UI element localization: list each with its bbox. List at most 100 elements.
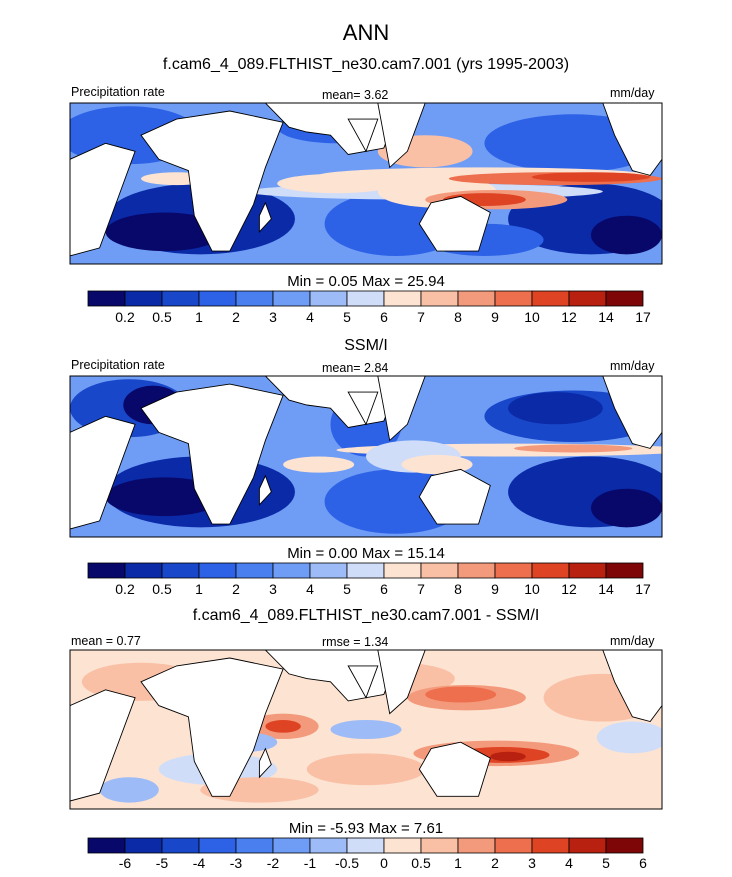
panel-3-minmax: Min = -5.93 Max = 7.61 bbox=[288, 820, 444, 837]
colorbar-tick-label: 1 bbox=[454, 855, 462, 871]
landmass bbox=[418, 195, 491, 252]
field-contour bbox=[283, 456, 355, 473]
colorbar-swatch bbox=[161, 837, 200, 854]
colorbar-tick-label: -2 bbox=[266, 855, 280, 871]
colorbar-swatch bbox=[494, 837, 533, 854]
colorbar-swatch bbox=[383, 290, 422, 307]
panel-1-heading: f.cam6_4_089.FLTHIST_ne30.cam7.001 (yrs … bbox=[162, 56, 570, 73]
colorbar-swatch bbox=[235, 290, 274, 307]
colorbar-tick-label: 10 bbox=[524, 581, 540, 597]
colorbar-tick-label: 17 bbox=[635, 309, 651, 325]
colorbar-swatch bbox=[235, 837, 274, 854]
colorbar-swatch bbox=[494, 562, 533, 579]
field-contour bbox=[590, 215, 662, 255]
landmass bbox=[418, 741, 491, 797]
field-contour bbox=[531, 172, 651, 182]
map-field-2 bbox=[70, 376, 662, 537]
colorbar-tick-label: 14 bbox=[598, 309, 614, 325]
colorbar-tick-label: -1 bbox=[303, 855, 317, 871]
landmass bbox=[602, 376, 662, 449]
colorbar-tick-label: 5 bbox=[602, 855, 610, 871]
colorbar-tick-label: 0.5 bbox=[411, 855, 431, 871]
colorbar-swatch bbox=[124, 837, 163, 854]
field-contour bbox=[590, 488, 662, 528]
colorbar-swatch bbox=[198, 837, 237, 854]
colorbar-swatch bbox=[568, 562, 607, 579]
colorbar-tick-label: 8 bbox=[454, 581, 462, 597]
colorbar-swatch bbox=[235, 562, 274, 579]
colorbar-tick-label: -0.5 bbox=[334, 855, 360, 871]
colorbar-swatch bbox=[309, 290, 348, 307]
map-frame-3 bbox=[69, 649, 663, 810]
colorbar-tick-label: 12 bbox=[561, 581, 577, 597]
colorbar-tick-label: 9 bbox=[491, 581, 499, 597]
colorbar-tick-label: 10 bbox=[524, 309, 540, 325]
panel-2-mean: mean= 2.84 bbox=[322, 361, 389, 375]
colorbar-tick-label: 4 bbox=[565, 855, 573, 871]
panel-2-heading: SSM/I bbox=[344, 337, 388, 354]
landmass bbox=[347, 665, 379, 699]
map-panel-2 bbox=[69, 375, 663, 538]
colorbar-swatch bbox=[605, 290, 644, 307]
colorbar-swatch bbox=[87, 562, 126, 579]
colorbar-swatch bbox=[457, 562, 496, 579]
colorbar-swatch bbox=[457, 837, 496, 854]
colorbar-tick-label: 5 bbox=[343, 309, 351, 325]
colorbar-tick-label: -4 bbox=[192, 855, 206, 871]
colorbar-swatch bbox=[494, 290, 533, 307]
colorbar-swatch bbox=[457, 290, 496, 307]
panel-1-units: mm/day bbox=[610, 86, 655, 100]
colorbar-tick-label: 7 bbox=[417, 309, 425, 325]
landmass bbox=[602, 103, 662, 176]
field-contour bbox=[265, 719, 301, 733]
colorbar-tick-label: 14 bbox=[598, 581, 614, 597]
panel-1-minmax: Min = 0.05 Max = 25.94 bbox=[287, 273, 445, 290]
colorbar-tick-label: 3 bbox=[269, 581, 277, 597]
colorbar-tick-label: 3 bbox=[528, 855, 536, 871]
field-contour bbox=[277, 173, 396, 194]
colorbar-tick-label: 1 bbox=[195, 309, 203, 325]
colorbar-swatch bbox=[161, 562, 200, 579]
colorbar-tick-label: 4 bbox=[306, 309, 314, 325]
colorbar-swatch bbox=[198, 290, 237, 307]
colorbar-swatch bbox=[87, 290, 126, 307]
colorbar-swatch bbox=[383, 837, 422, 854]
colorbar-swatch bbox=[272, 837, 311, 854]
landmass bbox=[377, 376, 426, 442]
colorbar-tick-label: 6 bbox=[380, 581, 388, 597]
colorbar-swatch bbox=[346, 562, 385, 579]
colorbar-swatch bbox=[420, 562, 459, 579]
panel-2-units: mm/day bbox=[610, 359, 655, 373]
field-contour bbox=[306, 753, 426, 786]
landmass bbox=[602, 650, 662, 723]
panel-3-mean: mean = 0.77 bbox=[71, 634, 141, 648]
colorbar-tick-label: -5 bbox=[155, 855, 169, 871]
panel-2-left-label: Precipitation rate bbox=[71, 358, 165, 372]
colorbar-swatch bbox=[309, 562, 348, 579]
field-contour bbox=[425, 686, 497, 703]
colorbar-tick-label: 12 bbox=[561, 309, 577, 325]
colorbar-3 bbox=[87, 837, 644, 854]
field-contour bbox=[99, 777, 159, 803]
colorbar-swatch bbox=[346, 837, 385, 854]
colorbar-swatch bbox=[531, 290, 570, 307]
field-contour bbox=[105, 212, 224, 252]
colorbar-tick-label: 0.5 bbox=[152, 581, 172, 597]
figure-title: ANN bbox=[342, 20, 390, 45]
landmass bbox=[70, 689, 136, 802]
colorbar-tick-label: 6 bbox=[639, 855, 647, 871]
colorbar-swatch bbox=[272, 562, 311, 579]
colorbar-swatch bbox=[420, 290, 459, 307]
landmass bbox=[347, 118, 379, 153]
colorbar-tick-label: 8 bbox=[454, 309, 462, 325]
colorbar-tick-label: 5 bbox=[343, 581, 351, 597]
colorbar-swatch bbox=[346, 290, 385, 307]
map-field-1 bbox=[70, 103, 662, 264]
colorbar-2 bbox=[87, 562, 644, 579]
colorbar-tick-label: 2 bbox=[232, 309, 240, 325]
colorbar-tick-label: 0.2 bbox=[115, 581, 135, 597]
colorbar-1 bbox=[87, 290, 644, 307]
colorbar-swatch bbox=[568, 290, 607, 307]
colorbar-swatch bbox=[531, 562, 570, 579]
map-field-3 bbox=[70, 650, 662, 809]
